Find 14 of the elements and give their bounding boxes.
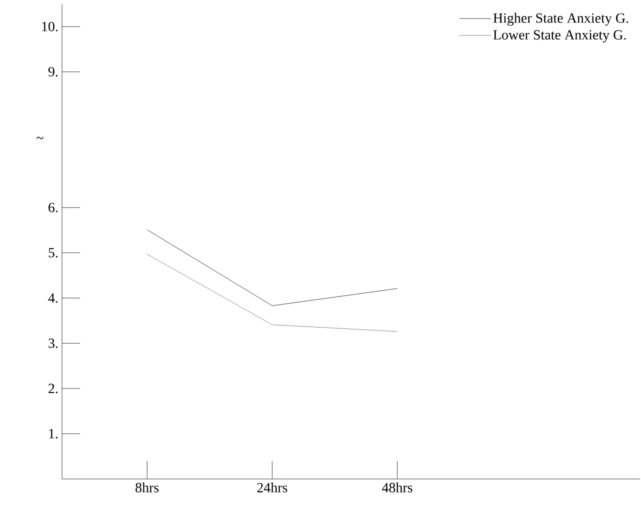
y-tick-label: 9. — [48, 67, 58, 77]
y-tick-label: 5. — [48, 248, 58, 258]
y-tick-label: 4. — [48, 293, 58, 303]
y-tick-label: 2. — [48, 384, 58, 394]
x-tick-label: 24hrs — [257, 482, 288, 492]
legend-label: Lower State Anxiety G. — [493, 30, 626, 42]
y-tick-label: 6. — [48, 202, 58, 212]
y-tick-label: 10. — [42, 22, 58, 32]
x-tick-label: 48hrs — [382, 482, 412, 492]
text: ~ — [36, 136, 44, 140]
y-tick-label: 1. — [49, 429, 58, 438]
x-tick-label: 8hrs — [136, 482, 159, 492]
legend-label: Higher State Anxiety G. — [493, 12, 628, 26]
y-tick-label: 3. — [48, 338, 58, 348]
